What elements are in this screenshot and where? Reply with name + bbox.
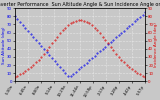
Title: Solar PV/Inverter Performance  Sun Altitude Angle & Sun Incidence Angle on PV Pa: Solar PV/Inverter Performance Sun Altitu…: [0, 2, 160, 7]
Y-axis label: Sun Altitude (deg): Sun Altitude (deg): [2, 26, 6, 64]
Y-axis label: Incidence Angle (deg): Incidence Angle (deg): [154, 22, 158, 67]
